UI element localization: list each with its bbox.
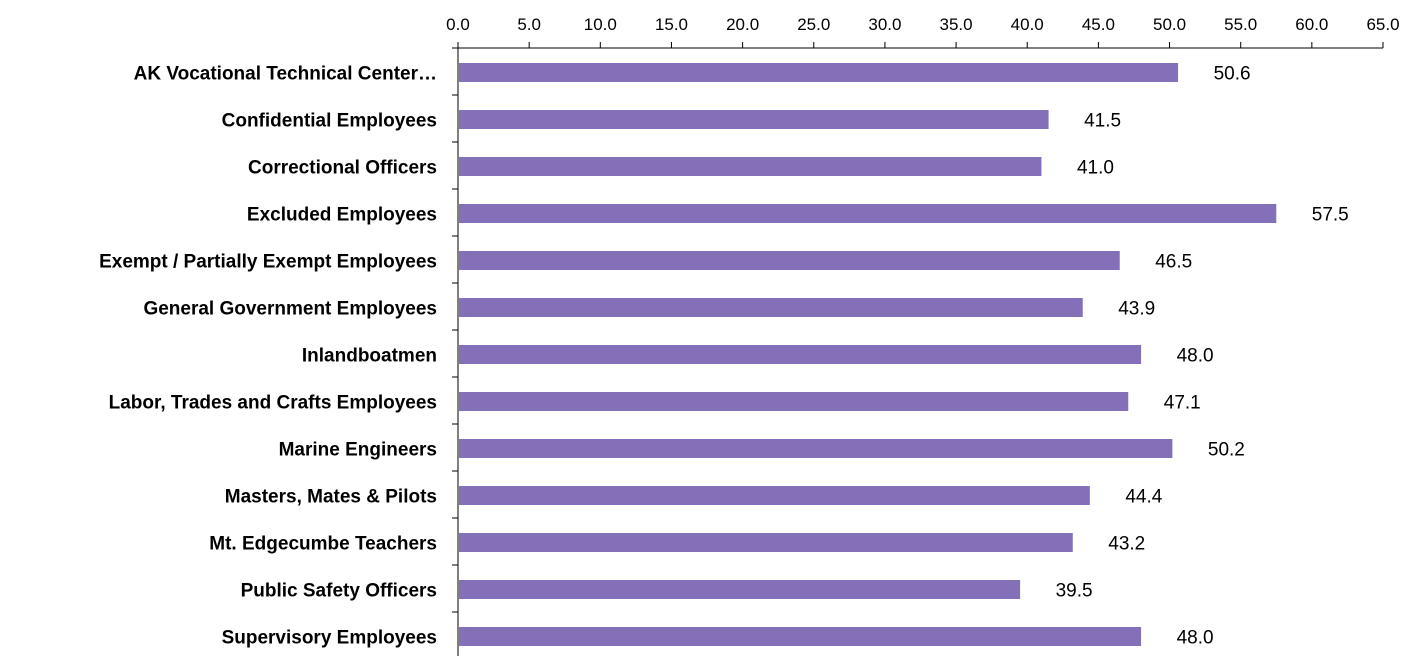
category-label: AK Vocational Technical Center… [134, 64, 437, 85]
data-label: 57.5 [1312, 205, 1349, 226]
category-label: Exempt / Partially Exempt Employees [99, 252, 437, 273]
category-label: Inlandboatmen [302, 346, 437, 367]
bar [459, 204, 1277, 223]
bar [459, 345, 1142, 364]
bar [459, 439, 1173, 458]
bar [459, 298, 1083, 317]
x-tick-label: 5.0 [517, 15, 541, 34]
category-label: General Government Employees [143, 299, 437, 320]
bar [459, 580, 1021, 599]
bar [459, 63, 1179, 82]
x-tick-label: 60.0 [1295, 15, 1328, 34]
data-label: 50.6 [1214, 64, 1251, 85]
category-label: Labor, Trades and Crafts Employees [109, 393, 437, 414]
bar [459, 251, 1120, 270]
category-label: Mt. Edgecumbe Teachers [209, 534, 437, 555]
x-tick-label: 55.0 [1224, 15, 1257, 34]
data-label: 47.1 [1164, 393, 1201, 414]
bar [459, 486, 1090, 505]
x-tick-label: 35.0 [940, 15, 973, 34]
data-label: 44.4 [1125, 487, 1162, 508]
x-tick-label: 45.0 [1082, 15, 1115, 34]
x-tick-label: 25.0 [797, 15, 830, 34]
x-tick-label: 65.0 [1366, 15, 1399, 34]
data-label: 43.2 [1108, 534, 1145, 555]
data-label: 41.0 [1077, 158, 1114, 179]
data-label: 43.9 [1118, 299, 1155, 320]
data-label: 46.5 [1155, 252, 1192, 273]
x-axis: 0.0 5.0 10.0 15.0 20.0 25.0 30.0 35.0 40.0 45.0 50… [446, 15, 1400, 49]
y-axis: AK Vocational Technical Center… Confident… [99, 47, 459, 656]
category-label: Masters, Mates & Pilots [225, 487, 437, 508]
data-labels: 50.6 41.5 41.0 57.5 46.5 43.9 48.0 47.1 50.2 44.4… [1056, 64, 1349, 649]
bar [459, 157, 1042, 176]
bar [459, 627, 1142, 646]
data-label: 50.2 [1208, 440, 1245, 461]
bar [459, 110, 1049, 129]
category-label: Public Safety Officers [241, 581, 437, 602]
x-tick-label: 20.0 [726, 15, 759, 34]
x-tick-label: 50.0 [1153, 15, 1186, 34]
bar [459, 392, 1129, 411]
x-tick-label: 15.0 [655, 15, 688, 34]
bar [459, 533, 1073, 552]
x-tick-label: 10.0 [584, 15, 617, 34]
data-label: 48.0 [1177, 628, 1214, 649]
x-tick-label: 40.0 [1011, 15, 1044, 34]
category-label: Correctional Officers [248, 158, 437, 179]
data-label: 41.5 [1084, 111, 1121, 132]
category-label: Supervisory Employees [222, 628, 437, 649]
category-label: Marine Engineers [279, 440, 437, 461]
category-label: Confidential Employees [222, 111, 437, 132]
data-label: 48.0 [1177, 346, 1214, 367]
x-tick-label: 30.0 [868, 15, 901, 34]
data-label: 39.5 [1056, 581, 1093, 602]
x-tick-label: 0.0 [446, 15, 470, 34]
category-label: Excluded Employees [247, 205, 437, 226]
bars [459, 63, 1277, 646]
